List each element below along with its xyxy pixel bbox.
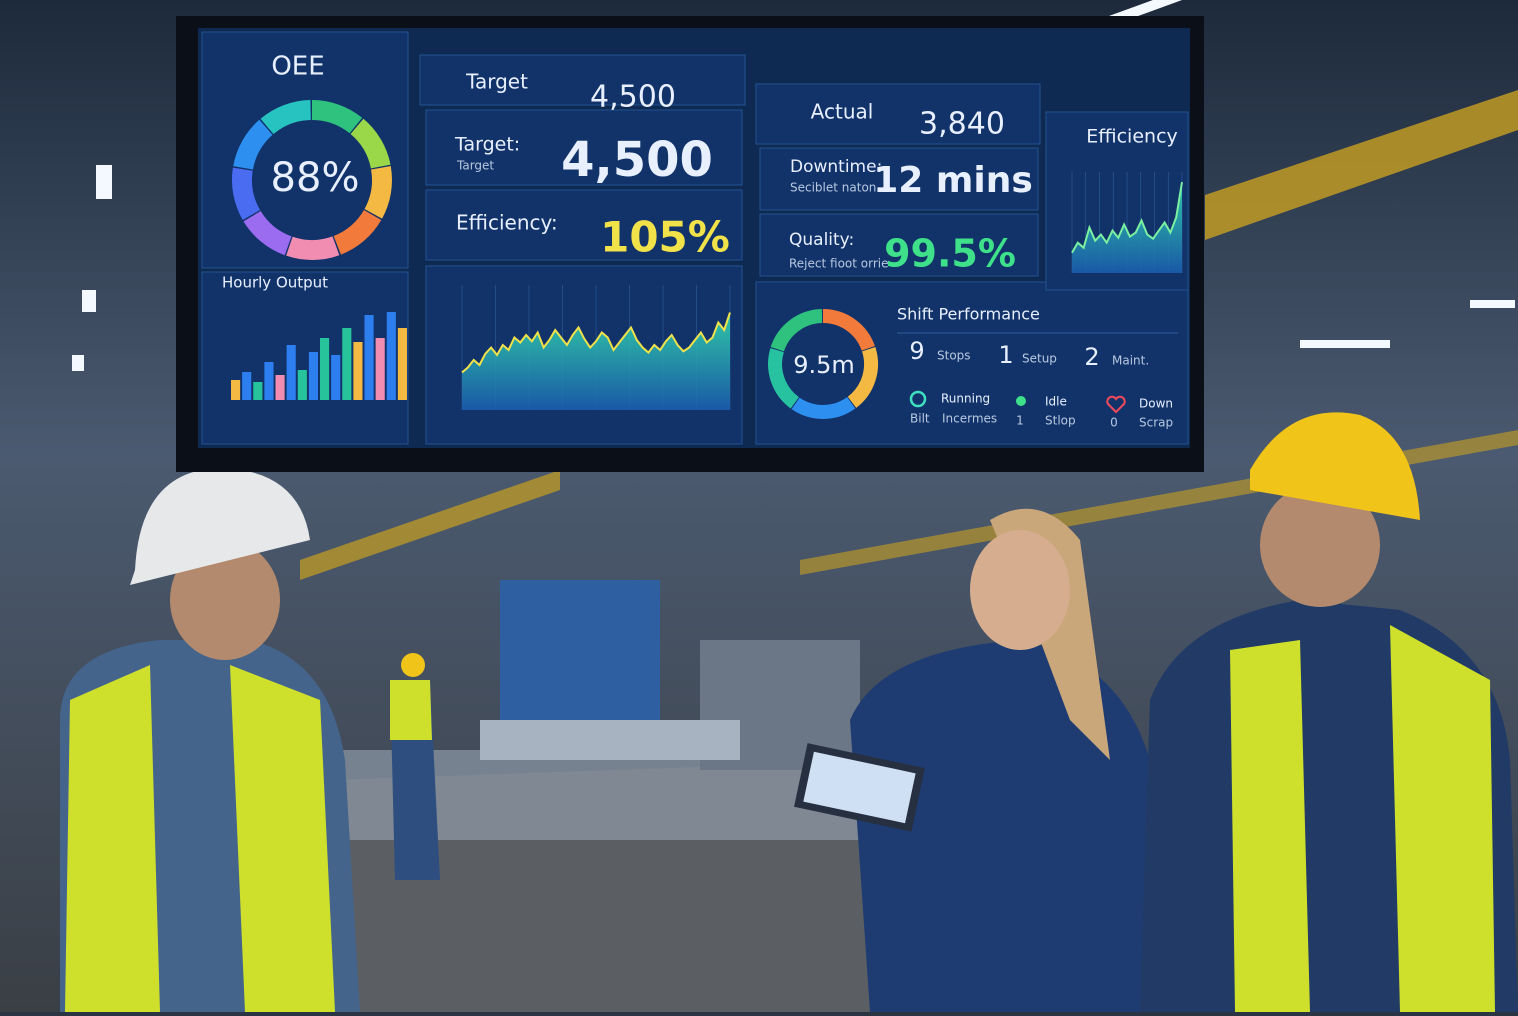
state-label: Idle [1045, 395, 1067, 409]
trend-area [462, 312, 730, 410]
downtime-label: Downtime: [790, 157, 882, 177]
state-count: Bilt [910, 412, 930, 426]
stat-value: 9 [909, 337, 924, 365]
shift-performance-title: Shift Performance [897, 305, 1040, 324]
shift-ring-value: 9.5m [793, 351, 855, 379]
bar [308, 352, 318, 400]
bar [320, 338, 330, 400]
trend-line [461, 312, 731, 374]
target-card-value: 4,500 [561, 132, 713, 188]
ring-segment [286, 236, 340, 260]
ring-segment [791, 396, 856, 419]
target-card-sublabel: Target [456, 159, 494, 173]
ring-segment [233, 119, 273, 170]
down-icon [1106, 395, 1126, 414]
bar [242, 372, 252, 400]
running-icon [909, 390, 927, 408]
hourly-output-title: Hourly Output [222, 274, 328, 292]
quality-label: Quality: [789, 230, 854, 250]
oee-donut [232, 100, 392, 260]
ring-segment [350, 118, 391, 169]
bar [297, 370, 307, 400]
stat-label: Setup [1022, 352, 1057, 366]
ring-segment [768, 348, 800, 409]
bar [386, 312, 396, 400]
oee-title: OEE [271, 52, 324, 82]
bar [286, 345, 296, 400]
actual-header-label: Actual [811, 100, 874, 124]
shift-ring [768, 309, 879, 419]
bar [331, 355, 341, 400]
efficiency-header: Efficiency [1086, 126, 1178, 148]
ring-segment [847, 347, 879, 408]
bar [375, 338, 385, 400]
state-count: 0 [1110, 416, 1118, 430]
state-label: Running [941, 392, 990, 406]
stat-value: 1 [998, 341, 1013, 369]
bar [364, 315, 374, 400]
bar [353, 342, 363, 400]
target-header-value: 4,500 [590, 80, 676, 115]
state-sublabel: Stlop [1045, 414, 1076, 428]
ring-segment [243, 210, 292, 256]
efficiency-card-value: 105% [600, 213, 730, 262]
target-card-label: Target: [454, 134, 520, 156]
bar [264, 362, 274, 400]
ring-segment [333, 209, 382, 255]
quality-sublabel: Reject fioot orrie [789, 257, 889, 271]
efficiency-card-label: Efficiency: [456, 211, 558, 235]
ring-segment [260, 100, 312, 135]
ring-segment [822, 309, 875, 351]
ring-segment [232, 167, 261, 221]
ring-segment [364, 166, 392, 219]
idle-icon [1016, 396, 1026, 406]
ring-segment [311, 100, 363, 134]
stat-value: 2 [1084, 343, 1099, 371]
state-label: Down [1139, 397, 1173, 411]
trend-line [1071, 181, 1183, 254]
quality-value: 99.5% [884, 232, 1016, 276]
ring-segment [770, 309, 823, 352]
bar [253, 382, 263, 400]
bar [275, 375, 285, 400]
stat-label: Maint. [1112, 354, 1149, 368]
stat-label: Stops [937, 349, 971, 363]
bar [231, 380, 241, 400]
downtime-value: 12 mins [873, 160, 1033, 201]
workers [60, 412, 1518, 1012]
state-count: 1 [1016, 414, 1024, 428]
state-sublabel: Scrap [1139, 416, 1173, 430]
oee-value: 88% [271, 155, 360, 201]
trend-area [1072, 182, 1182, 273]
downtime-sublabel: Seciblet naton [790, 181, 876, 195]
actual-header-value: 3,840 [919, 107, 1005, 142]
bar [342, 328, 352, 400]
target-header-label: Target [465, 70, 528, 94]
state-sublabel: Incermes [942, 412, 997, 426]
bar [397, 328, 407, 400]
